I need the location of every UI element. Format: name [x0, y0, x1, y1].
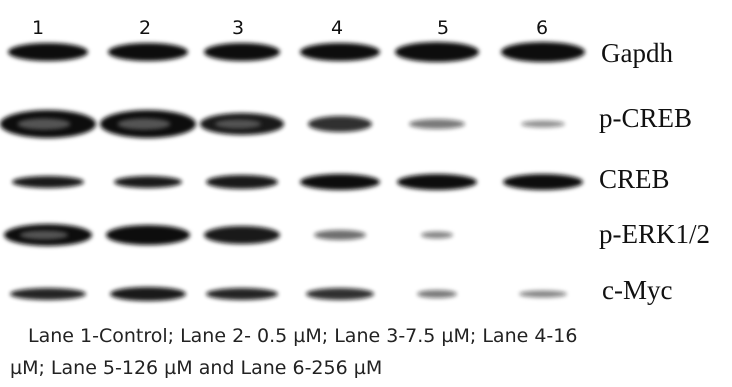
band	[110, 287, 186, 301]
band-core	[18, 118, 71, 129]
band-core	[20, 231, 68, 240]
caption-line: Lane 1-Control; Lane 2- 0.5 µM; Lane 3-7…	[28, 325, 577, 347]
band	[421, 232, 453, 239]
band	[206, 288, 278, 300]
protein-label: p-ERK1/2	[599, 219, 710, 249]
band	[300, 174, 380, 190]
band	[206, 175, 278, 189]
protein-label: p-CREB	[599, 103, 692, 133]
blot-bands	[0, 42, 585, 301]
band	[521, 121, 565, 128]
lane-label: 6	[536, 17, 548, 39]
band	[204, 226, 280, 244]
band	[308, 116, 372, 132]
band	[108, 43, 188, 61]
lane-label: 5	[437, 17, 449, 39]
band	[397, 174, 477, 190]
band-core	[215, 120, 261, 129]
band	[503, 174, 583, 190]
band	[106, 225, 190, 245]
protein-label: CREB	[599, 164, 670, 194]
band	[409, 119, 465, 129]
band	[8, 43, 88, 61]
band	[519, 291, 567, 298]
band	[314, 230, 366, 240]
protein-label: Gapdh	[601, 38, 673, 68]
band	[395, 42, 479, 62]
band	[10, 288, 86, 300]
band	[300, 43, 380, 61]
band	[204, 43, 280, 61]
band	[114, 176, 182, 188]
band	[12, 176, 84, 188]
lane-label: 3	[232, 17, 244, 39]
band	[501, 42, 585, 62]
lane-label: 4	[331, 17, 343, 39]
band-core	[118, 118, 171, 129]
lane-label: 1	[32, 17, 44, 39]
caption-line: µM; Lane 5-126 µM and Lane 6-256 µM	[10, 357, 382, 379]
protein-label: c-Myc	[602, 275, 672, 305]
band	[417, 290, 457, 298]
blot-figure: 1 2 3 4 5 6 Gapdh p-CREB CREB p-ERK1/2 c…	[0, 0, 732, 387]
band	[306, 288, 374, 300]
lane-label: 2	[139, 17, 151, 39]
